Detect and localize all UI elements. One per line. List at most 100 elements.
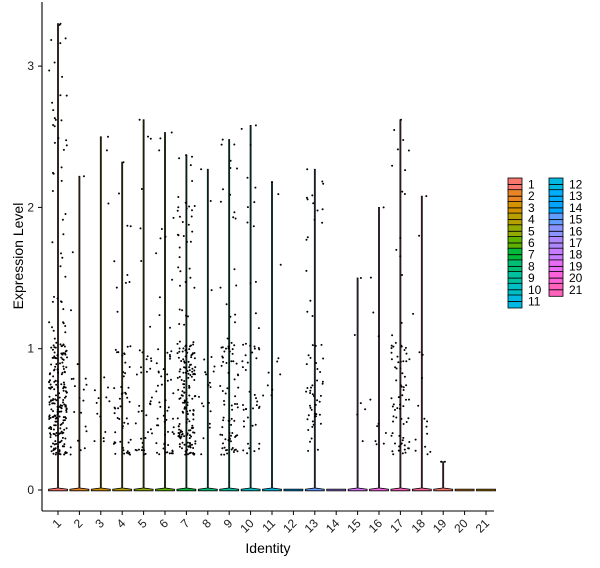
data-point [85, 430, 88, 433]
data-point [138, 349, 141, 352]
data-point [182, 347, 185, 350]
data-point [187, 445, 190, 448]
data-point [322, 182, 325, 185]
data-point [56, 386, 59, 389]
data-point [107, 202, 110, 205]
data-point [219, 433, 222, 436]
data-point [191, 370, 194, 373]
data-point [129, 438, 132, 441]
data-point [51, 416, 54, 418]
data-point [183, 391, 186, 394]
data-point [418, 351, 421, 354]
data-point [229, 193, 232, 196]
data-point [48, 380, 51, 383]
data-point [228, 432, 231, 434]
data-point [127, 441, 130, 444]
data-point [71, 251, 74, 254]
data-point [160, 228, 163, 230]
data-point [209, 410, 212, 413]
data-point [156, 417, 159, 420]
data-point [255, 357, 258, 360]
data-point [65, 139, 68, 142]
data-point [53, 125, 56, 128]
data-point [246, 176, 249, 179]
data-point [394, 442, 396, 445]
data-point [63, 383, 66, 386]
data-point [412, 312, 415, 315]
data-point [55, 341, 58, 344]
data-point [51, 399, 54, 402]
data-point [229, 437, 231, 440]
data-point [145, 370, 148, 373]
data-point [123, 452, 126, 455]
data-point [267, 371, 270, 374]
data-point [114, 407, 117, 410]
data-point [50, 445, 53, 448]
violin-11 [262, 181, 282, 492]
data-point [191, 180, 194, 182]
data-point [82, 399, 85, 402]
data-point [408, 358, 411, 361]
data-point [53, 380, 56, 383]
data-point [51, 190, 54, 192]
data-point [53, 351, 56, 354]
data-point [189, 409, 191, 412]
data-point [205, 373, 208, 376]
data-point [321, 180, 324, 183]
data-point [231, 447, 234, 449]
data-point [402, 139, 405, 141]
data-point [49, 416, 52, 419]
data-point [212, 370, 215, 373]
x-tick-label: 17 [387, 516, 407, 536]
data-point [134, 422, 137, 425]
data-point [184, 450, 187, 453]
data-point [53, 337, 56, 340]
data-point [227, 345, 230, 348]
data-point [167, 430, 169, 433]
data-point [63, 428, 66, 431]
data-point [146, 355, 149, 358]
data-point [77, 439, 79, 442]
data-point [167, 406, 170, 409]
data-point [178, 347, 181, 350]
data-point [258, 447, 260, 450]
data-point [65, 411, 68, 413]
y-tick-label: 3 [27, 59, 34, 73]
legend-label-18: 18 [569, 248, 583, 262]
data-point [140, 449, 143, 452]
data-point [392, 403, 395, 406]
data-point [189, 374, 192, 376]
data-point [233, 378, 236, 381]
data-point [312, 395, 315, 397]
data-point [230, 423, 233, 426]
data-point [226, 337, 229, 340]
data-point [234, 217, 237, 220]
data-point [421, 353, 424, 356]
data-point [230, 448, 233, 451]
data-point [159, 405, 162, 408]
data-point [395, 416, 398, 419]
data-point [254, 423, 257, 426]
data-point [53, 448, 56, 451]
data-point [62, 421, 64, 424]
data-point [188, 205, 191, 208]
data-point [271, 181, 273, 183]
data-point [223, 403, 226, 406]
data-point [164, 399, 167, 402]
data-point [277, 357, 280, 360]
data-point [246, 416, 249, 419]
data-point [164, 235, 167, 238]
data-point [418, 234, 421, 237]
data-point [399, 255, 402, 258]
data-point [188, 437, 191, 440]
data-point [319, 422, 322, 425]
data-point [237, 386, 240, 389]
data-point [184, 201, 187, 204]
data-point [258, 442, 261, 445]
legend-label-4: 4 [528, 213, 535, 227]
data-point [143, 453, 145, 456]
data-point [305, 196, 308, 199]
data-point [192, 373, 195, 376]
data-point [305, 363, 308, 366]
data-point [162, 368, 165, 371]
